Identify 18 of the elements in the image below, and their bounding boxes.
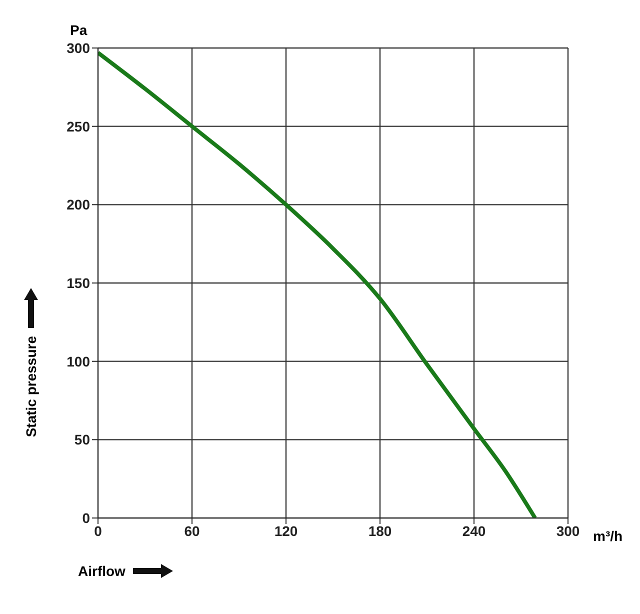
text: m³/h: [593, 528, 623, 544]
line-series: [98, 50, 538, 518]
y-tick-label: 200: [66, 196, 90, 213]
y-tick-label: 100: [66, 353, 90, 370]
text: Pa: [70, 22, 88, 38]
y-tick-label: 150: [66, 274, 90, 291]
x-tick-label: 0: [94, 522, 102, 539]
x-tick-label: 60: [184, 522, 200, 539]
y-tick-label: 50: [74, 432, 90, 448]
y-tick-label: 0: [82, 510, 90, 526]
x-tick-label: 180: [368, 522, 392, 539]
x-tick-label: 300: [556, 522, 580, 539]
y-axis-title: Static pressure: [23, 336, 39, 438]
y-tick-label: 250: [66, 118, 90, 134]
x-tick-label: 240: [462, 522, 486, 539]
y-tick-label: 300: [66, 40, 90, 56]
x-tick-label: 120: [274, 522, 298, 539]
x-axis-title: Airflow: [78, 563, 126, 579]
